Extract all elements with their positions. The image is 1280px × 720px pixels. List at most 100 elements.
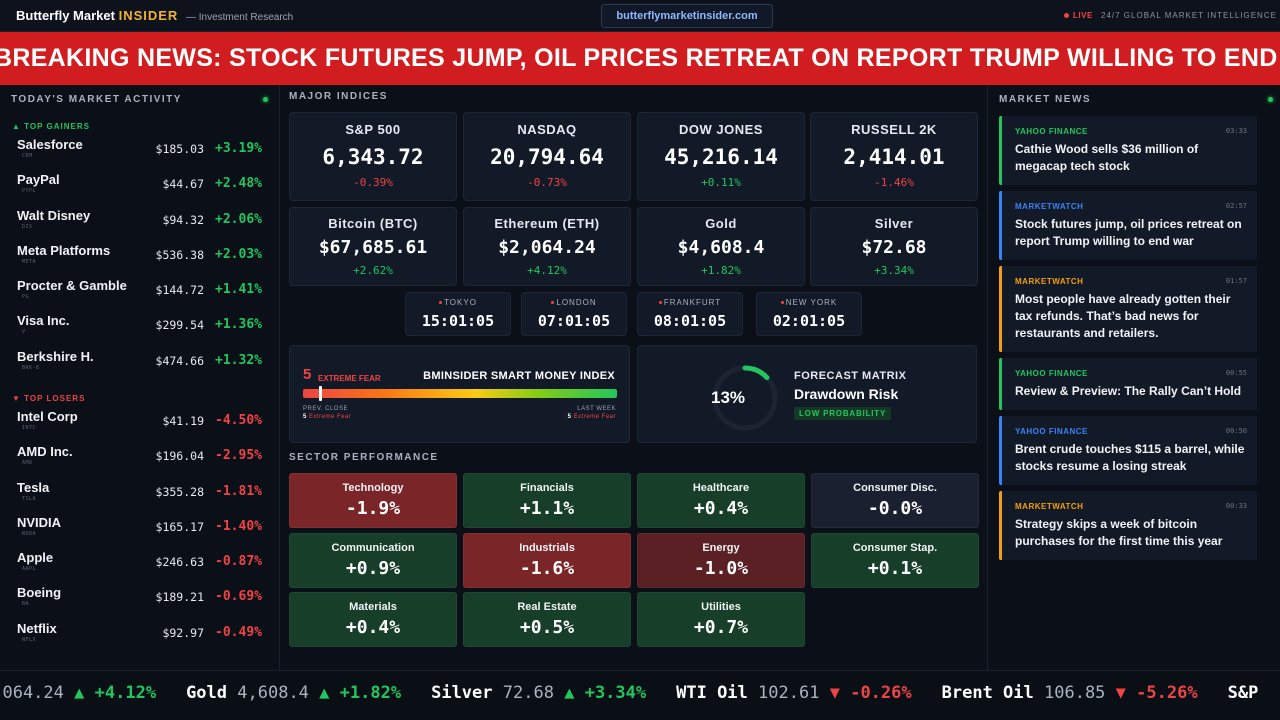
- stock-row[interactable]: Tesla TSLA $355.28 -1.81%: [12, 476, 268, 511]
- stock-price: $165.17: [155, 519, 204, 534]
- stock-row[interactable]: Visa Inc. V $299.54 +1.36%: [12, 309, 268, 344]
- index-card[interactable]: NASDAQ 20,794.64 -0.73%: [463, 112, 631, 201]
- sector-tile[interactable]: Energy -1.0%: [637, 532, 805, 588]
- stock-row[interactable]: Intel Corp INTC $41.19 -4.50%: [12, 405, 268, 440]
- ticker-change: -5.26%: [1136, 683, 1198, 703]
- asset-value: $67,685.61: [318, 237, 428, 258]
- stock-price: $92.97: [162, 625, 204, 640]
- top-gainers-label: ▲ TOP GAINERS: [12, 122, 90, 131]
- ticker-value: 102.61: [758, 683, 820, 703]
- smart-money-index-card[interactable]: 5 EXTREME FEAR BMINSIDER SMART MONEY IND…: [289, 345, 630, 443]
- gainers-list: Salesforce CRM $185.03 +3.19% PayPal PYPL $44.…: [12, 133, 268, 380]
- asset-card[interactable]: Gold $4,608.4 +1.82%: [637, 207, 805, 286]
- news-item[interactable]: MARKETWATCH 02:57 Stock futures jump, oil …: [999, 191, 1257, 260]
- asset-card[interactable]: Silver $72.68 +3.34%: [810, 207, 978, 286]
- stock-change: +2.06%: [215, 211, 262, 227]
- index-card[interactable]: S&P 500 6,343.72 -0.39%: [289, 112, 457, 201]
- index-change: +0.11%: [701, 176, 741, 189]
- ticker-item[interactable]: Brent Oil 106.85 ▼ -5.26%: [942, 683, 1198, 703]
- stock-price: $246.63: [155, 555, 204, 570]
- fear-score: 5: [303, 366, 312, 383]
- stock-row[interactable]: Boeing BA $189.21 -0.69%: [12, 581, 268, 616]
- forecast-percent: 13%: [711, 388, 746, 407]
- sector-tile[interactable]: Financials +1.1%: [463, 473, 631, 528]
- sector-value: +0.7%: [693, 617, 749, 638]
- top-bar: Butterfly Market INSIDER — Investment Re…: [0, 0, 1280, 32]
- stock-name: Tesla: [17, 479, 50, 495]
- index-name: S&P 500: [345, 122, 401, 137]
- asset-name: Gold: [705, 216, 737, 231]
- ticker-item[interactable]: 2,064.24 ▲ +4.12%: [0, 683, 156, 703]
- stock-ticker: CRM: [22, 153, 33, 159]
- news-status-dot-icon: [1268, 97, 1273, 102]
- ticker-item[interactable]: S&P: [1228, 683, 1259, 703]
- sector-tile[interactable]: Technology -1.9%: [289, 473, 457, 528]
- site-url-box[interactable]: butterflymarketinsider.com: [601, 4, 773, 28]
- clock-dot-icon: [780, 301, 784, 305]
- index-card[interactable]: RUSSELL 2K 2,414.01 -1.46%: [810, 112, 978, 201]
- stock-row[interactable]: Salesforce CRM $185.03 +3.19%: [12, 133, 268, 168]
- news-item[interactable]: MARKETWATCH 00:33 Strategy skips a week of…: [999, 491, 1257, 560]
- news-item[interactable]: MARKETWATCH 01:57 Most people have already…: [999, 266, 1257, 352]
- ticker-value: 106.85: [1044, 683, 1106, 703]
- stock-name: Intel Corp: [17, 409, 78, 424]
- stock-ticker: BA: [22, 601, 30, 608]
- stock-row[interactable]: Walt Disney DIS $94.32 +2.06%: [12, 204, 268, 239]
- news-source: MARKETWATCH: [1015, 277, 1084, 286]
- sector-value: -1.0%: [693, 557, 749, 579]
- sector-name: Communication: [331, 541, 415, 554]
- ticker-name: WTI Oil: [676, 683, 748, 703]
- index-card[interactable]: DOW JONES 45,216.14 +0.11%: [637, 112, 805, 201]
- sector-tile[interactable]: Real Estate +0.5%: [463, 592, 631, 647]
- sector-tile[interactable]: Utilities +0.7%: [637, 592, 805, 647]
- stock-row[interactable]: Apple AAPL $246.63 -0.87%: [12, 546, 268, 581]
- sector-tile[interactable]: Consumer Disc. -0.0%: [811, 473, 979, 528]
- stock-name: Salesforce: [17, 137, 83, 152]
- breaking-news-text: BREAKING NEWS: STOCK FUTURES JUMP, OIL P…: [0, 44, 1278, 72]
- forecast-title: FORECAST MATRIX: [794, 370, 907, 382]
- ticker-item[interactable]: WTI Oil 102.61 ▼ -0.26%: [676, 683, 912, 703]
- stock-name: Berkshire H.: [17, 348, 94, 364]
- last-week-label: LAST WEEK: [577, 406, 616, 412]
- stock-change: -0.69%: [215, 589, 262, 605]
- forecast-matrix-card[interactable]: 13% FORECAST MATRIX Drawdown Risk LOW PR…: [637, 345, 977, 443]
- stock-row[interactable]: Procter & Gamble PG $144.72 +1.41%: [12, 274, 268, 309]
- stock-row[interactable]: PayPal PYPL $44.67 +2.48%: [12, 168, 268, 203]
- stock-row[interactable]: NVIDIA NVDA $165.17 -1.40%: [12, 511, 268, 546]
- stock-ticker: V: [22, 329, 26, 336]
- stock-row[interactable]: Meta Platforms META $536.38 +2.03%: [12, 239, 268, 274]
- stock-ticker: PYPL: [22, 188, 37, 195]
- sector-tile[interactable]: Industrials -1.6%: [463, 532, 631, 588]
- stock-row[interactable]: Netflix NFLX $92.97 -0.49%: [12, 617, 268, 652]
- ticker-item[interactable]: Gold 4,608.4 ▲ +1.82%: [186, 683, 401, 703]
- news-item[interactable]: YAHOO FINANCE 00:55 Review & Preview: The …: [999, 358, 1257, 410]
- sector-value: -1.9%: [345, 498, 401, 519]
- stock-row[interactable]: Berkshire H. BRK-B $474.66 +1.32%: [12, 345, 268, 380]
- news-time: 03:33: [1225, 127, 1247, 135]
- sector-tile[interactable]: Healthcare +0.4%: [637, 473, 805, 528]
- ticker-value: 2,064.24: [0, 683, 64, 703]
- sector-tile[interactable]: Materials +0.4%: [289, 592, 457, 647]
- ticker-item[interactable]: Silver 72.68 ▲ +3.34%: [431, 683, 646, 703]
- stock-row[interactable]: AMD Inc. AMD $196.04 -2.95%: [12, 440, 268, 475]
- sector-name: Energy: [702, 541, 740, 554]
- news-source: MARKETWATCH: [1015, 202, 1084, 211]
- stock-name: Walt Disney: [17, 207, 91, 223]
- news-item[interactable]: YAHOO FINANCE 03:33 Cathie Wood sells $36 …: [999, 116, 1257, 185]
- asset-card[interactable]: Bitcoin (BTC) $67,685.61 +2.62%: [289, 207, 457, 286]
- ticker-change: -0.26%: [850, 683, 912, 703]
- stock-ticker: NVDA: [22, 530, 37, 537]
- news-item[interactable]: YAHOO FINANCE 00:50 Brent crude touches $1…: [999, 416, 1257, 485]
- live-indicator: LIVE: [1064, 11, 1093, 20]
- brand-logo[interactable]: Butterfly Market INSIDER — Investment Re…: [16, 8, 293, 23]
- sector-name: Financials: [520, 482, 574, 494]
- news-source: YAHOO FINANCE: [1015, 427, 1088, 436]
- clock-city-label: NEW YORK: [785, 298, 838, 307]
- breaking-news-banner[interactable]: BREAKING NEWS: STOCK FUTURES JUMP, OIL P…: [0, 32, 1280, 85]
- fear-label: EXTREME FEAR: [318, 374, 381, 383]
- asset-name: Bitcoin (BTC): [328, 216, 418, 231]
- asset-card[interactable]: Ethereum (ETH) $2,064.24 +4.12%: [463, 207, 631, 286]
- index-value: 2,414.01: [843, 145, 945, 169]
- sector-tile[interactable]: Consumer Stap. +0.1%: [811, 532, 979, 588]
- sector-tile[interactable]: Communication +0.9%: [289, 532, 457, 588]
